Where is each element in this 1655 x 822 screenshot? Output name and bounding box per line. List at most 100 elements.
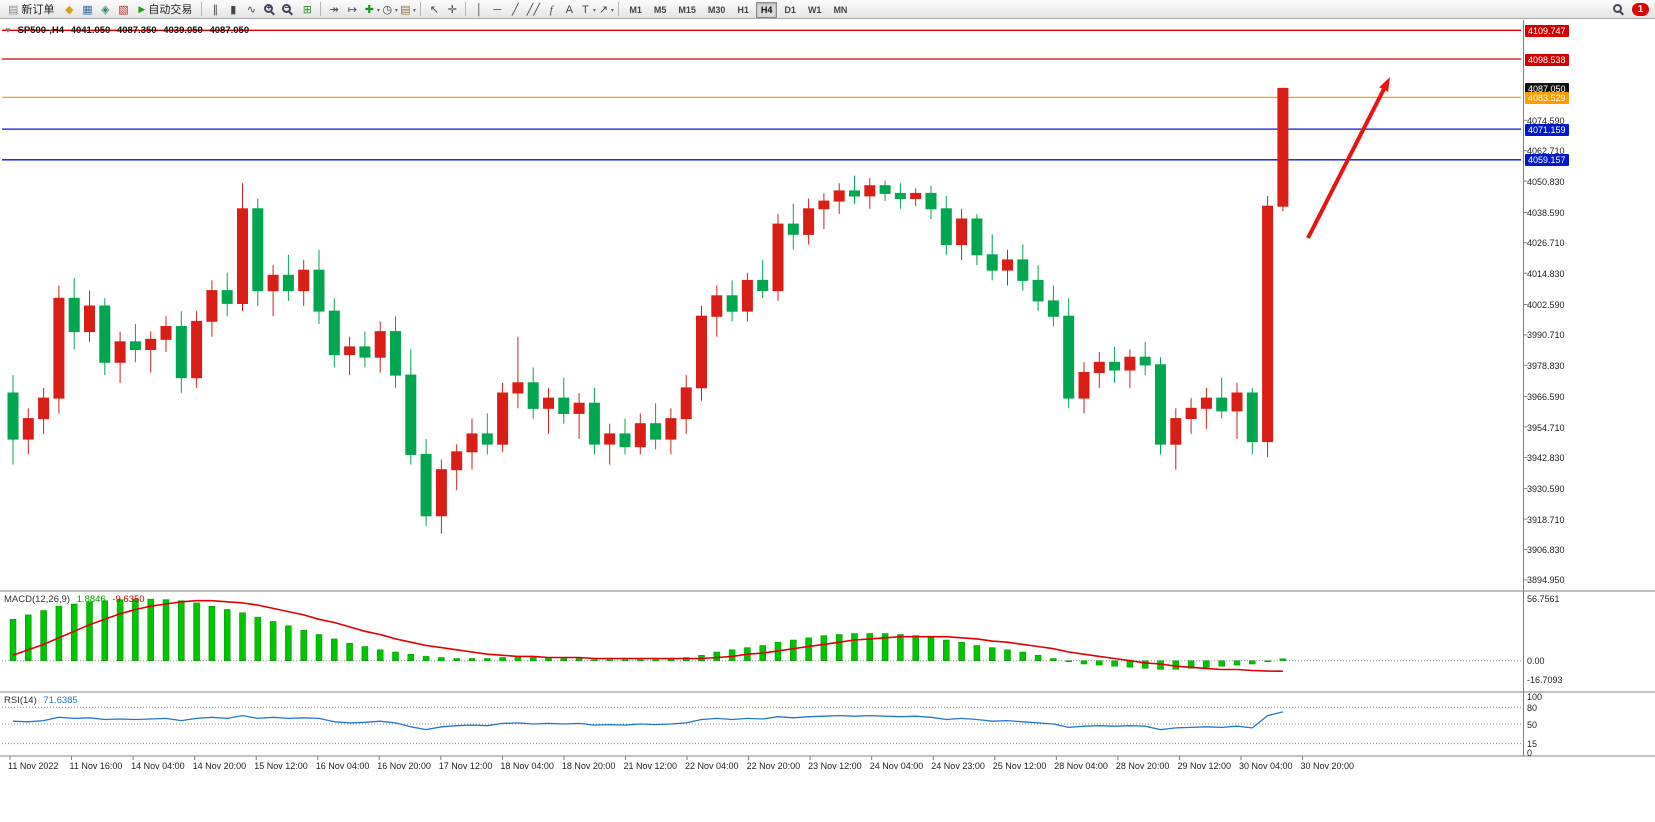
- price-tick-label: 3930.590: [1527, 484, 1565, 495]
- templates-icon: ▤: [400, 3, 411, 16]
- time-label: 16 Nov 04:00: [315, 761, 370, 771]
- market-watch-icon[interactable]: ▦: [78, 2, 96, 19]
- time-label: 11 Nov 16:00: [69, 761, 123, 771]
- time-label: 16 Nov 20:00: [377, 761, 431, 771]
- toolbar-separator: [618, 2, 620, 16]
- timeframe-mn-button[interactable]: MN: [828, 2, 852, 18]
- rsi-line: [12, 711, 1284, 731]
- macd-indicator-label: MACD(12,26,9) 1.8846 -9.6350: [4, 594, 145, 605]
- equidistant-channel-icon[interactable]: ╱╱: [524, 2, 542, 19]
- price-tick-label: 3942.830: [1527, 452, 1565, 463]
- time-axis[interactable]: 11 Nov 2022 11 Nov 16:00 14 Nov 04:00 14 No…: [0, 757, 1655, 775]
- timeframe-h4-button[interactable]: H4: [755, 2, 778, 18]
- rsi-tick-label: 0: [1527, 747, 1533, 758]
- macd-signal-line: [12, 599, 1283, 672]
- price-tick-label: 3990.710: [1527, 330, 1565, 341]
- horizontal-line-icon: ─: [493, 3, 502, 16]
- tile-windows-icon[interactable]: ⊞: [298, 2, 316, 19]
- price-axis[interactable]: 4074.590 4062.710 4050.830 4038.590 4026.710…: [1524, 0, 1655, 822]
- one-click-trading-icon[interactable]: ◆: [60, 2, 78, 19]
- trendline-icon[interactable]: ╱: [506, 2, 524, 19]
- notification-badge[interactable]: 1: [1632, 2, 1649, 16]
- cursor-icon: ↖: [429, 3, 439, 16]
- text-icon[interactable]: A: [560, 2, 578, 19]
- price-tick-label: 4050.830: [1527, 176, 1565, 187]
- chart-symbol: SP500-,H4: [17, 25, 65, 36]
- zoom-out-icon[interactable]: −: [279, 0, 297, 17]
- orange-level-label: 4083.529: [1525, 91, 1569, 104]
- resistance-line-label: 4098.538: [1525, 53, 1569, 66]
- timeframe-m1-button[interactable]: M1: [624, 2, 647, 18]
- macd-tick-label: 56.7561: [1527, 594, 1560, 605]
- one-click-trading-icon: ◆: [65, 3, 74, 16]
- new-order-icon: ▤: [8, 3, 19, 16]
- timeframe-h1-button[interactable]: H1: [732, 2, 754, 18]
- time-label: 15 Nov 12:00: [254, 761, 308, 771]
- tile-windows-icon: ⊞: [302, 3, 312, 16]
- ohlc-low: 4039.050: [163, 25, 203, 36]
- line-chart-icon[interactable]: ∿: [242, 2, 260, 19]
- price-tick-label: 3954.710: [1527, 422, 1565, 433]
- toolbar-separator: [201, 2, 203, 16]
- support-line-label: 4059.157: [1525, 154, 1569, 167]
- time-label: 23 Nov 12:00: [808, 761, 862, 771]
- timeframe-m30-button[interactable]: M30: [703, 2, 731, 18]
- zoom-in-icon[interactable]: +: [261, 0, 279, 17]
- text-label-icon: T: [581, 3, 589, 16]
- fibonacci-icon[interactable]: f: [542, 2, 560, 19]
- price-tick-label: 3894.950: [1527, 575, 1565, 586]
- rsi-tick-label: 100: [1527, 691, 1543, 702]
- time-label: 28 Nov 04:00: [1054, 761, 1108, 771]
- auto-trading-label: 自动交易: [148, 4, 193, 16]
- macd-main-value: 1.8846: [76, 594, 106, 605]
- timeframe-m15-button[interactable]: M15: [673, 2, 701, 18]
- time-label: 18 Nov 04:00: [500, 761, 554, 771]
- arrows-icon[interactable]: ↗ ▾: [596, 2, 614, 19]
- candlestick-chart-icon[interactable]: ▮: [224, 2, 242, 19]
- indicators-add-icon[interactable]: ✚ ▾: [362, 2, 380, 19]
- panel-separator-rsi[interactable]: [0, 690, 1523, 695]
- price-tick-label: 4002.590: [1527, 300, 1565, 310]
- time-label: 14 Nov 20:00: [192, 761, 247, 771]
- terminal-icon: ▧: [118, 3, 129, 16]
- panel-separator-macd[interactable]: [0, 589, 1523, 594]
- timeframe-w1-button[interactable]: W1: [803, 2, 827, 18]
- timeframe-m5-button[interactable]: M5: [649, 2, 672, 18]
- time-label: 14 Nov 04:00: [131, 761, 185, 771]
- trend-arrow-annotation[interactable]: [1306, 77, 1390, 239]
- play-icon: ▶: [138, 3, 146, 14]
- macd-histogram: [9, 598, 1287, 670]
- chart-shift-icon[interactable]: ↦: [343, 2, 361, 19]
- time-label: 28 Nov 20:00: [1115, 761, 1170, 771]
- search-icon: [1613, 4, 1622, 14]
- vertical-line-icon[interactable]: │: [470, 2, 488, 19]
- periods-icon[interactable]: ◷ ▾: [380, 2, 398, 19]
- new-order-button[interactable]: ▤ 新订单: [3, 1, 59, 18]
- arrows-icon: ↗: [598, 3, 608, 16]
- horizontal-line-icon[interactable]: ─: [488, 2, 506, 19]
- macd-tick-label: -16.7093: [1527, 674, 1563, 685]
- terminal-icon[interactable]: ▧: [114, 2, 132, 19]
- auto-trading-button[interactable]: ▶ 自动交易: [133, 1, 197, 18]
- time-label: 24 Nov 04:00: [869, 761, 924, 771]
- time-label: 25 Nov 12:00: [992, 761, 1047, 771]
- crosshair-icon[interactable]: ✛: [443, 2, 461, 19]
- timeframe-d1-button[interactable]: D1: [779, 2, 801, 18]
- bar-chart-icon[interactable]: ∥: [206, 2, 224, 19]
- auto-scroll-icon[interactable]: ↠: [325, 2, 343, 19]
- time-label: 21 Nov 12:00: [623, 761, 678, 771]
- navigator-icon[interactable]: ◈: [96, 2, 114, 19]
- search-icon[interactable]: [1610, 0, 1628, 17]
- price-tick-label: 3966.590: [1527, 392, 1565, 403]
- equidistant-channel-icon: ╱╱: [526, 3, 540, 16]
- text-label-icon[interactable]: T ▾: [578, 2, 596, 19]
- templates-icon[interactable]: ▤ ▾: [398, 2, 416, 19]
- indicators-add-icon: ✚: [364, 3, 374, 16]
- cursor-icon[interactable]: ↖: [425, 2, 443, 19]
- time-label: 22 Nov 20:00: [746, 761, 801, 771]
- one-click-collapse-icon[interactable]: ▼: [4, 26, 12, 35]
- navigator-icon: ◈: [101, 3, 110, 16]
- macd-tick-label: 0.00: [1527, 656, 1545, 667]
